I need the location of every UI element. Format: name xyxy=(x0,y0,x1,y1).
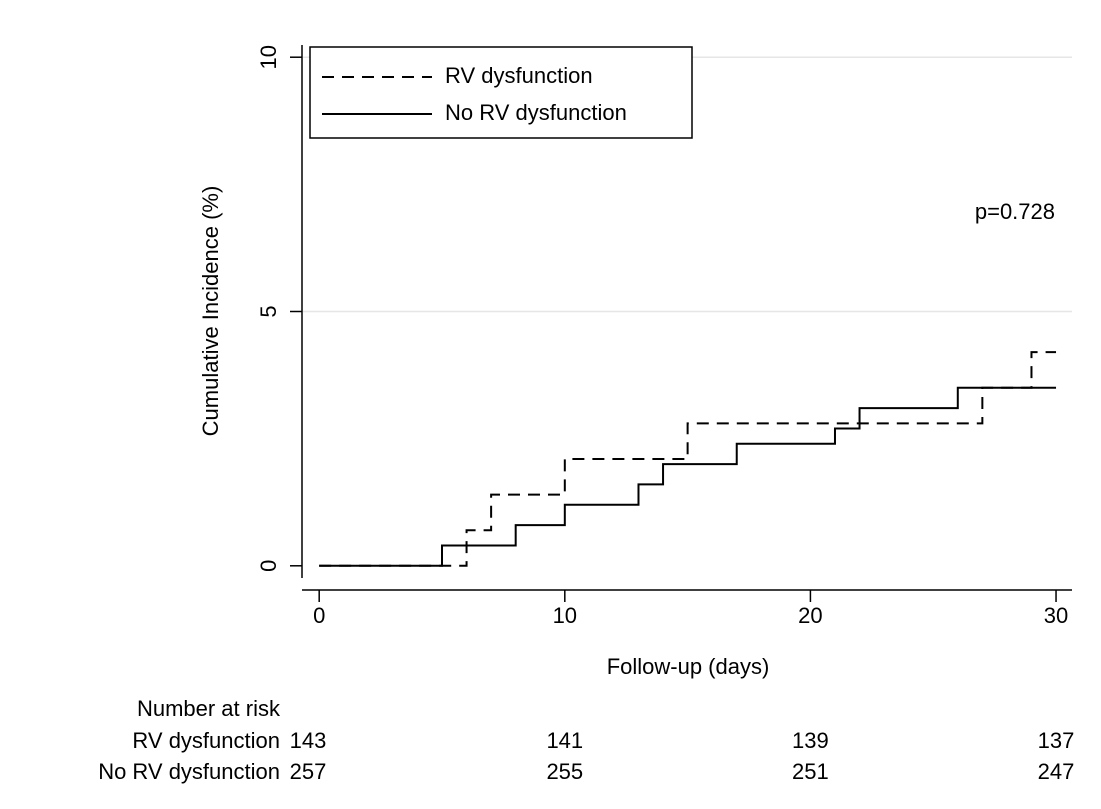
x-tick-label: 0 xyxy=(313,603,325,628)
risk-count: 143 xyxy=(290,728,327,753)
y-tick-label: 0 xyxy=(256,560,281,572)
risk-table-title: Number at risk xyxy=(137,696,281,721)
y-axis-label: Cumulative Incidence (%) xyxy=(198,186,223,437)
x-tick-label: 30 xyxy=(1044,603,1068,628)
y-tick-label: 5 xyxy=(256,305,281,317)
risk-count: 139 xyxy=(792,728,829,753)
risk-count: 141 xyxy=(546,728,583,753)
risk-count: 257 xyxy=(290,759,327,784)
risk-row-label: No RV dysfunction xyxy=(98,759,280,784)
x-tick-label: 10 xyxy=(553,603,577,628)
legend-label: RV dysfunction xyxy=(445,63,593,88)
x-tick-label: 20 xyxy=(798,603,822,628)
annotation: p=0.728 xyxy=(975,199,1055,224)
risk-count: 251 xyxy=(792,759,829,784)
risk-count: 255 xyxy=(546,759,583,784)
legend-label: No RV dysfunction xyxy=(445,100,627,125)
risk-count: 137 xyxy=(1038,728,1075,753)
legend-box xyxy=(309,46,693,139)
y-tick-label: 10 xyxy=(256,45,281,69)
risk-row-label: RV dysfunction xyxy=(132,728,280,753)
risk-count: 247 xyxy=(1038,759,1075,784)
x-axis-label: Follow-up (days) xyxy=(607,654,770,679)
step-line xyxy=(319,386,1057,567)
